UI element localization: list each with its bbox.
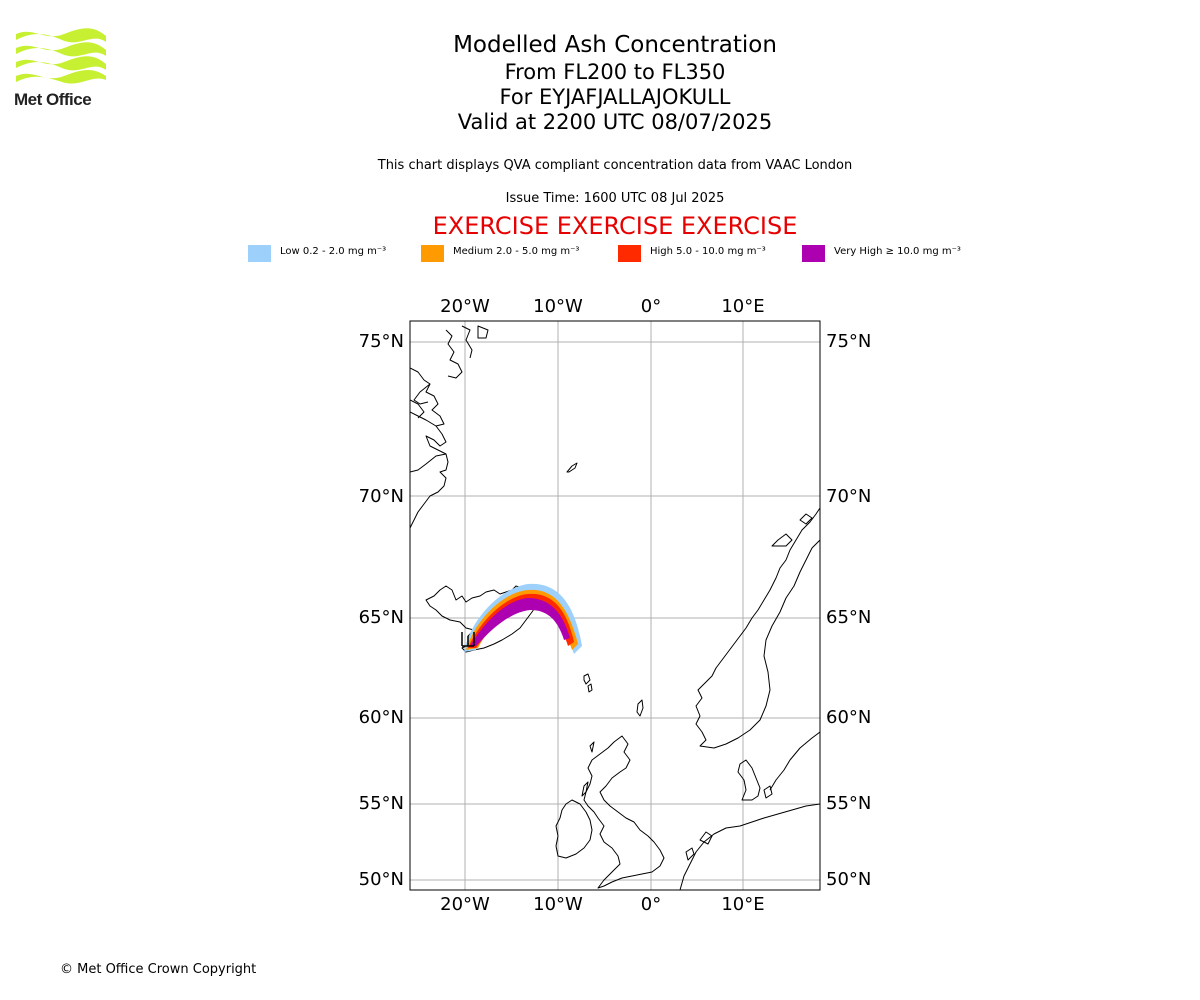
- coastlines: [410, 325, 820, 890]
- flight-levels: From FL200 to FL350: [504, 60, 726, 84]
- lat-label-right-60n: 60°N: [826, 707, 871, 728]
- logo-text: Met Office: [14, 90, 92, 109]
- lon-label-bottom-10w: 10°W: [533, 894, 583, 915]
- lat-label-left-60n: 60°N: [359, 707, 404, 728]
- copyright-notice: © Met Office Crown Copyright: [60, 962, 257, 977]
- legend-label-very-high: Very High ≥ 10.0 mg m⁻³: [834, 246, 961, 257]
- lon-label-top-10w: 10°W: [533, 296, 583, 317]
- lat-label-left-55n: 55°N: [359, 793, 404, 814]
- lon-label-top-10e: 10°E: [721, 296, 764, 317]
- volcano-marker: [461, 632, 475, 647]
- lat-label-right-55n: 55°N: [826, 793, 871, 814]
- lon-label-top-20w: 20°W: [440, 296, 490, 317]
- ash-plume: [464, 583, 582, 654]
- lat-label-left-65n: 65°N: [359, 607, 404, 628]
- coastline-norway: [695, 507, 820, 749]
- legend-label-high: High 5.0 - 10.0 mg m⁻³: [650, 246, 766, 257]
- lat-label-right-50n: 50°N: [826, 869, 871, 890]
- coastline-continent: [679, 803, 820, 890]
- lat-label-right-70n: 70°N: [826, 486, 871, 507]
- coastline-great-britain: [583, 735, 665, 889]
- lat-label-left-75n: 75°N: [359, 331, 404, 352]
- lon-label-bottom-10e: 10°E: [721, 894, 764, 915]
- lat-label-right-65n: 65°N: [826, 607, 871, 628]
- map-frame: [409, 320, 821, 891]
- lon-label-top-0: 0°: [641, 296, 661, 317]
- plume-very-high: [470, 598, 570, 646]
- coastline-faroes: [583, 673, 593, 693]
- compliance-note: This chart displays QVA compliant concen…: [377, 158, 853, 173]
- chart-title: Modelled Ash Concentration: [453, 32, 777, 58]
- met-office-logo: [16, 28, 106, 84]
- lat-label-left-50n: 50°N: [359, 869, 404, 890]
- coastline-iceland: [425, 585, 537, 653]
- coastline-shetland: [636, 699, 644, 717]
- coastline-sweden: [769, 731, 820, 791]
- title-block: Modelled Ash Concentration From FL200 to…: [0, 30, 1200, 135]
- legend-swatch-high: [618, 245, 641, 262]
- legend-label-medium: Medium 2.0 - 5.0 mg m⁻³: [453, 246, 580, 257]
- valid-time: Valid at 2200 UTC 08/07/2025: [457, 110, 773, 134]
- lon-label-bottom-20w: 20°W: [440, 894, 490, 915]
- legend-swatch-medium: [421, 245, 444, 262]
- coastline-hebrides: [581, 741, 595, 797]
- legend-label-low: Low 0.2 - 2.0 mg m⁻³: [280, 246, 387, 257]
- lat-label-right-75n: 75°N: [826, 331, 871, 352]
- coastline-denmark: [737, 759, 773, 801]
- legend-swatch-very-high: [802, 245, 825, 262]
- issue-time: Issue Time: 1600 UTC 08 Jul 2025: [505, 191, 725, 206]
- lat-label-left-70n: 70°N: [359, 486, 404, 507]
- volcano-name: For EYJAFJALLAJOKULL: [499, 85, 731, 109]
- exercise-banner: EXERCISE EXERCISE EXERCISE: [432, 212, 798, 240]
- lon-label-bottom-0: 0°: [641, 894, 661, 915]
- coastline-jan-mayen: [566, 462, 578, 473]
- legend-swatch-low: [248, 245, 271, 262]
- coastline-greenland: [410, 367, 449, 529]
- graticule: [410, 321, 820, 890]
- coastline-ireland: [555, 799, 593, 859]
